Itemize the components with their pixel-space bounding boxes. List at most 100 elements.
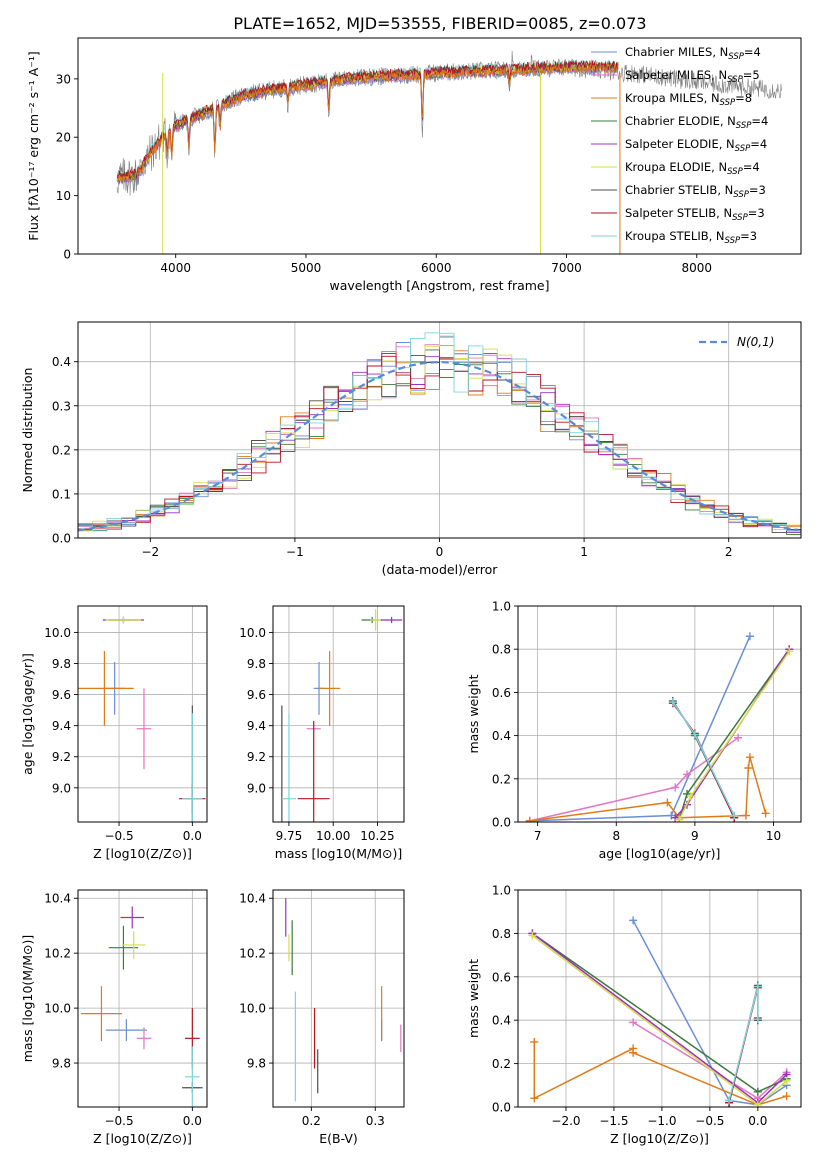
weight-marker (663, 798, 672, 807)
panel-residuals: −2 −1 0 1 2 0.0 0.1 0.2 0.3 0.4 (data-model)/error… (20, 321, 802, 577)
y-tick-label: 10.0 (239, 626, 266, 640)
axes-frame (77, 37, 802, 255)
y-axis-label: mass [log10(M/M⊙)] (20, 935, 35, 1063)
y-tick-label: 0.0 (492, 1101, 511, 1115)
legend-label: Kroupa STELIB, NSSP=3 (625, 229, 757, 246)
y-tick-label: 10.2 (44, 947, 71, 961)
x-tick-label: 0.0 (183, 1114, 202, 1128)
weight-series-line (531, 932, 788, 1104)
model-spectrum-line (116, 63, 619, 185)
y-tick-label: 10.0 (44, 626, 71, 640)
plot-area (78, 616, 206, 822)
x-axis-label: wavelength [Angstrom, rest frame] (329, 278, 549, 293)
y-tick-label: 0.4 (492, 1014, 511, 1028)
y-tick-label: 9.8 (52, 1057, 71, 1071)
x-tick-label: 5000 (291, 261, 322, 275)
y-tick-label: 10 (56, 189, 71, 203)
legend-label: Salpeter ELODIE, NSSP=4 (625, 137, 767, 154)
x-axis-label: E(B-V) (319, 1131, 358, 1146)
x-axis-label: Z [log10(Z/Z⊙)] (93, 846, 192, 861)
x-tick-label: −0.5 (104, 829, 133, 843)
x-tick-label: 8 (612, 829, 620, 843)
x-tick-label: 10.25 (360, 829, 394, 843)
x-axis-label: Z [log10(Z/Z⊙)] (93, 1131, 192, 1146)
x-tick-label: 10 (766, 829, 781, 843)
legend-label: N(0,1) (737, 335, 774, 349)
weight-marker (745, 753, 754, 762)
weight-series-line (672, 700, 735, 819)
x-tick-label: −1.5 (599, 1114, 628, 1128)
y-axis-label: mass weight (466, 674, 481, 753)
x-axis-label: mass [log10(M/M⊙)] (275, 846, 403, 861)
y-tick-label: 9.8 (247, 1057, 266, 1071)
y-tick-label: 9.6 (247, 688, 266, 702)
x-tick-label: 6000 (421, 261, 452, 275)
y-tick-label: 0.2 (492, 772, 511, 786)
y-axis-label: mass weight (466, 959, 481, 1038)
weight-marker (671, 783, 680, 792)
histogram-step (78, 335, 801, 532)
y-tick-label: 0.6 (492, 970, 511, 984)
y-tick-label: 9.2 (247, 750, 266, 764)
y-tick-label: 0.2 (492, 1057, 511, 1071)
axes-frame (272, 889, 405, 1108)
weight-marker (629, 1018, 638, 1027)
panel-weight-vs-age: 7 8 9 10 0.0 0.2 0.4 0.6 0.8 1.0 age [log10(age/yr… (466, 600, 802, 861)
y-tick-label: 10.2 (239, 947, 266, 961)
panel-spectrum: 4000 5000 6000 7000 8000 0 10 20 30 wavelength [A… (26, 37, 802, 293)
y-tick-label: 20 (56, 131, 71, 145)
y-tick-label: 1.0 (492, 884, 511, 898)
axes-frame (517, 605, 802, 823)
legend-label: Chabrier MILES, NSSP=4 (625, 45, 761, 62)
y-tick-label: 9.8 (247, 657, 266, 671)
weight-marker (525, 816, 534, 822)
weight-marker (690, 730, 699, 739)
weight-marker (629, 1048, 638, 1057)
y-axis-label: age [log10(age/yr)] (20, 653, 35, 775)
weight-marker (725, 1096, 734, 1105)
weight-marker (753, 982, 762, 991)
x-tick-label: −2.0 (551, 1114, 580, 1128)
x-tick-label: −1 (286, 545, 304, 559)
weight-marker (744, 764, 753, 772)
weight-series-line (529, 756, 767, 822)
panel-mass-vs-z: −0.5 0.0 9.8 10.0 10.2 10.4 Z [log10(Z/Z⊙)] mas… (20, 889, 208, 1146)
panel-age-vs-z: −0.5 0.0 9.0 9.2 9.4 9.6 9.8 10.0 Z [log10(Z/Z⊙)… (20, 605, 208, 861)
weight-series-line (529, 635, 751, 822)
weight-series-line (529, 737, 739, 822)
legend-label: Salpeter MILES, NSSP=5 (625, 68, 760, 85)
y-tick-label: 0 (63, 248, 71, 262)
panel-mass-vs-ebv: 0.2 0.3 9.8 10.0 10.2 10.4 E(B-V) (239, 889, 405, 1146)
plot-area (116, 50, 782, 254)
model-spectrum-line (116, 62, 619, 184)
weight-marker (530, 1037, 539, 1046)
weight-marker (782, 1076, 791, 1085)
weight-series-line (531, 932, 787, 1093)
weight-marker (753, 1100, 762, 1107)
x-tick-label: −2 (141, 545, 159, 559)
plot-area (281, 609, 403, 822)
weight-marker (761, 809, 770, 818)
y-tick-label: 0.0 (52, 532, 71, 546)
plot-area (78, 332, 801, 535)
weight-marker (675, 815, 684, 822)
y-tick-label: 0.2 (52, 443, 71, 457)
x-tick-label: −0.5 (695, 1114, 724, 1128)
x-axis-label: (data-model)/error (382, 562, 499, 577)
y-axis-label: Normed distribution (20, 368, 35, 493)
y-tick-label: 10.0 (239, 1002, 266, 1016)
legend-label: Chabrier STELIB, NSSP=3 (625, 183, 766, 200)
weight-series-line (672, 702, 735, 819)
y-tick-label: 0.6 (492, 686, 511, 700)
weight-marker (745, 632, 754, 641)
x-tick-label: −1.0 (647, 1114, 676, 1128)
y-tick-label: 0.0 (492, 816, 511, 830)
y-tick-label: 9.2 (52, 750, 71, 764)
axes-frame (77, 889, 208, 1108)
weight-marker (734, 733, 743, 742)
x-tick-label: 4000 (160, 261, 191, 275)
y-tick-label: 9.4 (247, 719, 266, 733)
x-tick-label: 0.3 (366, 1114, 385, 1128)
weight-marker (782, 1092, 791, 1101)
plot-area (528, 916, 791, 1107)
